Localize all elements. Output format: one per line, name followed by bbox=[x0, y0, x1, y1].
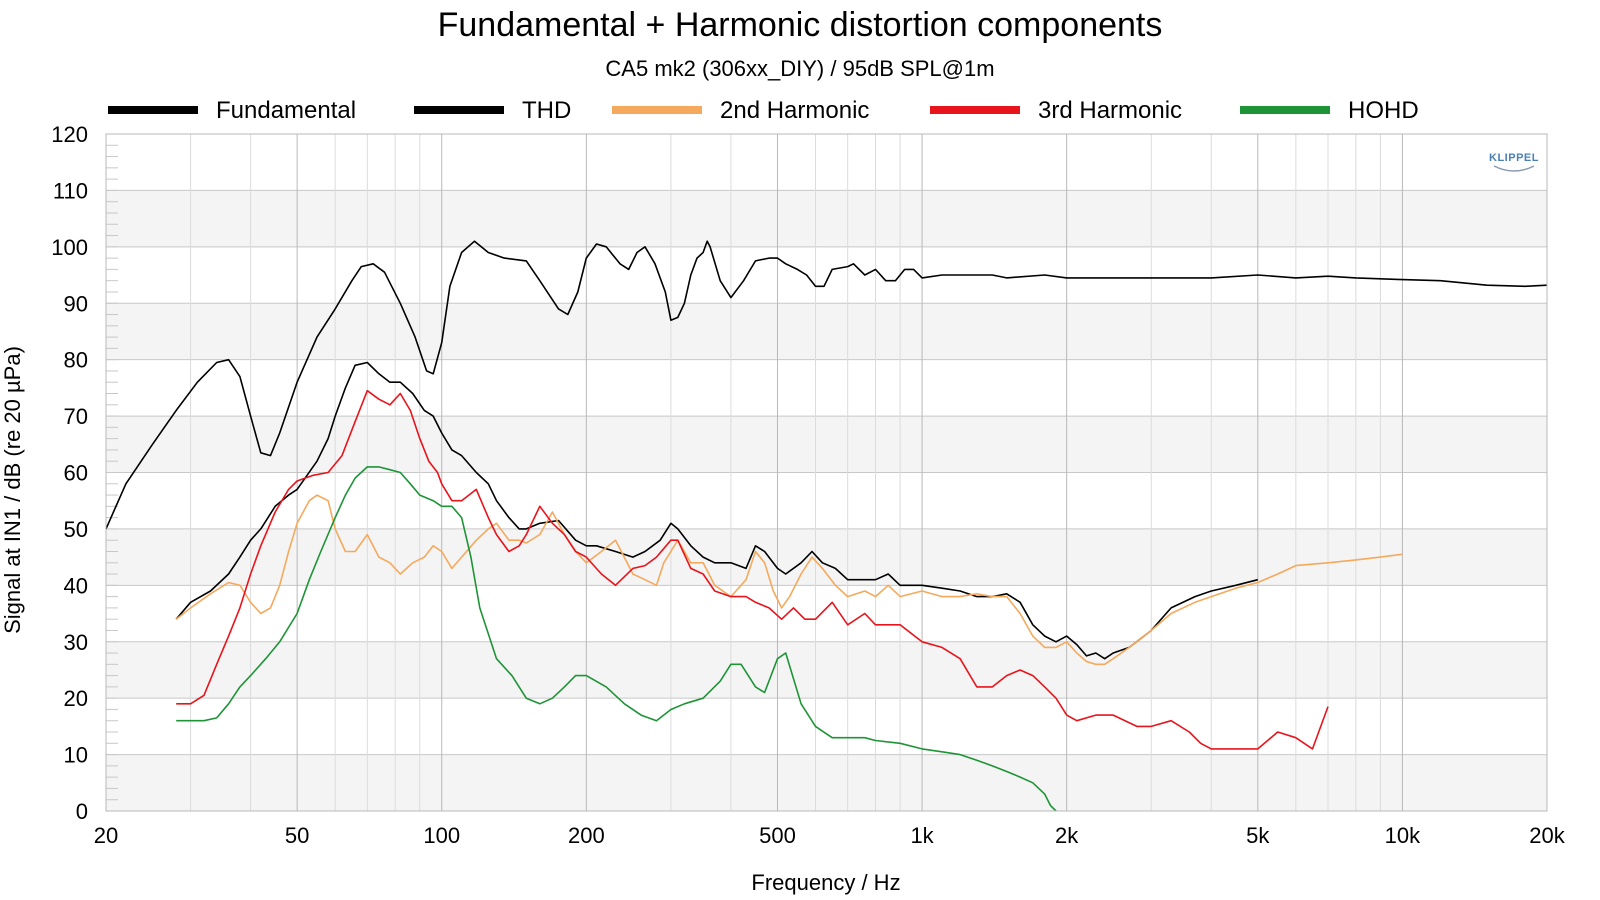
x-tick-label: 10k bbox=[1385, 823, 1421, 848]
x-axis-label: Frequency / Hz bbox=[751, 870, 900, 895]
plot-band bbox=[106, 754, 1547, 811]
y-axis-label: Signal at IN1 / dB (re 20 µPa) bbox=[0, 346, 25, 634]
series-line-3rd-harmonic bbox=[176, 389, 1329, 750]
y-tick-label: 50 bbox=[64, 517, 88, 542]
x-tick-labels: 20 50 100 200 500 1k 2k 5k 10k 20k bbox=[94, 823, 1566, 848]
y-tick-label: 20 bbox=[64, 686, 88, 711]
y-tick-label: 60 bbox=[64, 461, 88, 486]
y-tick-label: 100 bbox=[51, 235, 88, 260]
klippel-logo-arc bbox=[1493, 165, 1535, 172]
legend-label-thd: THD bbox=[522, 97, 571, 124]
plot-band bbox=[106, 528, 1547, 586]
data-series bbox=[105, 240, 1548, 812]
x-tick-label: 100 bbox=[423, 823, 460, 848]
klippel-logo: KLIPPEL bbox=[1489, 152, 1539, 172]
y-tick-label: 40 bbox=[64, 573, 88, 598]
series-line-thd bbox=[175, 361, 1258, 660]
legend-label-fundamental: Fundamental bbox=[216, 97, 356, 124]
y-tick-label: 90 bbox=[64, 291, 88, 316]
x-tick-label: 500 bbox=[759, 823, 796, 848]
plot-band bbox=[106, 190, 1547, 247]
y-tick-label: 10 bbox=[64, 743, 88, 768]
legend-label-2nd-harmonic: 2nd Harmonic bbox=[720, 97, 869, 124]
series-line-hohd bbox=[176, 466, 1057, 812]
y-tick-labels: 0 10 20 30 40 50 60 70 80 90 100 110 120 bbox=[51, 122, 88, 824]
x-tick-label: 20k bbox=[1529, 823, 1565, 848]
x-tick-label: 20 bbox=[94, 823, 118, 848]
plot-band bbox=[106, 303, 1547, 360]
klippel-logo-text: KLIPPEL bbox=[1489, 152, 1539, 164]
y-tick-label: 70 bbox=[64, 404, 88, 429]
x-tick-label: 1k bbox=[910, 823, 934, 848]
legend: Fundamental THD 2nd Harmonic 3rd Harmonic HO… bbox=[108, 97, 1419, 124]
x-tick-label: 5k bbox=[1246, 823, 1270, 848]
series-line-fundamental bbox=[105, 240, 1548, 530]
plot-frame bbox=[105, 133, 1548, 812]
y-tick-label: 80 bbox=[64, 348, 88, 373]
series-line-2nd-harmonic bbox=[175, 494, 1403, 666]
x-tick-label: 50 bbox=[285, 823, 309, 848]
chart-subtitle: CA5 mk2 (306xx_DIY) / 95dB SPL@1m bbox=[605, 56, 994, 81]
y-tick-label: 30 bbox=[64, 630, 88, 655]
y-tick-label: 110 bbox=[53, 178, 88, 203]
plot-band bbox=[106, 416, 1547, 473]
x-tick-label: 200 bbox=[568, 823, 605, 848]
y-tick-label: 0 bbox=[76, 799, 88, 824]
legend-label-3rd-harmonic: 3rd Harmonic bbox=[1038, 97, 1182, 124]
plot-band bbox=[106, 641, 1547, 699]
chart-title: Fundamental + Harmonic distortion compon… bbox=[438, 6, 1163, 44]
x-tick-label: 2k bbox=[1055, 823, 1079, 848]
legend-label-hohd: HOHD bbox=[1348, 97, 1419, 124]
y-tick-label: 120 bbox=[51, 122, 88, 147]
